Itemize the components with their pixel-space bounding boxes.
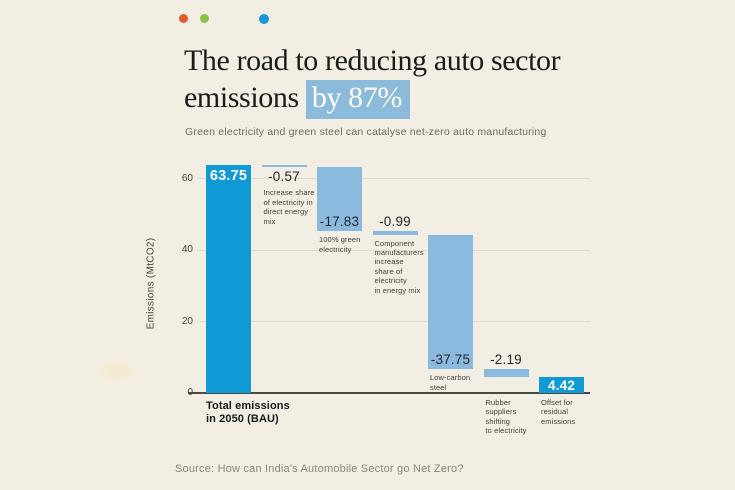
bar-0 bbox=[206, 165, 251, 393]
bar-label-line: Increase share bbox=[263, 188, 315, 198]
bar-label-line: Component bbox=[374, 238, 415, 248]
y-tick-label-40: 40 bbox=[181, 244, 193, 256]
bar-label-line: shifting bbox=[485, 416, 511, 426]
page-title: The road to reducing auto sector emissio… bbox=[184, 42, 664, 119]
orange-dot bbox=[179, 14, 188, 23]
bar-label-line: 100% green bbox=[319, 235, 361, 245]
value-label-1: -0.57 bbox=[268, 169, 300, 185]
bar-label-1: Increase share of electricity in direct en… bbox=[264, 188, 322, 226]
bar-label-line: Total emissions bbox=[206, 400, 290, 412]
bar-label-line: in 2050 (BAU) bbox=[206, 413, 279, 425]
bar-label-line: in energy mix bbox=[374, 285, 421, 295]
bar-label-line: direct energy bbox=[263, 207, 309, 217]
value-label-0: 63.75 bbox=[209, 168, 248, 185]
bar-1 bbox=[261, 165, 307, 168]
bar-label-line: Rubber bbox=[485, 398, 511, 407]
bar-label-line: Low-carbon bbox=[430, 373, 471, 383]
gridline-40 bbox=[197, 249, 590, 251]
chart-subtitle: Green electricity and green steel can ca… bbox=[185, 126, 547, 138]
bar-label-3: Component manufacturers increase share of el… bbox=[375, 239, 433, 295]
smudge-artifact bbox=[100, 362, 134, 380]
blue-dot bbox=[259, 14, 269, 24]
bar-label-line: mix bbox=[263, 216, 276, 226]
bar-2 bbox=[317, 167, 362, 232]
gridline-60 bbox=[197, 178, 590, 180]
bar-label-line: electricity bbox=[319, 244, 352, 254]
bar-label-line: manufacturers bbox=[374, 248, 424, 258]
bar-6 bbox=[539, 377, 584, 393]
bar-3 bbox=[372, 231, 418, 235]
bar-label-line: Offset for bbox=[541, 398, 573, 407]
page-title-line2: emissions by 87% bbox=[184, 79, 664, 119]
green-dot bbox=[200, 14, 209, 23]
bar-label-4: Low-carbon steel bbox=[430, 373, 488, 392]
value-label-5: -2.19 bbox=[490, 352, 522, 368]
value-label-2: -17.83 bbox=[319, 214, 360, 230]
bar-label-line: of electricity in bbox=[263, 197, 313, 207]
source-note: Source: How can India's Automobile Secto… bbox=[175, 463, 464, 475]
bar-label-line: emissions bbox=[541, 416, 576, 426]
bar-label-line: residual bbox=[541, 407, 569, 417]
bar-label-line: steel bbox=[430, 382, 447, 392]
bar-label-line: share of bbox=[374, 266, 403, 276]
bar-4 bbox=[428, 234, 473, 370]
bar-label-0: Total emissions in 2050 (BAU) bbox=[206, 400, 290, 426]
bar-label-line: increase bbox=[374, 257, 404, 267]
bar-label-line: to electricity bbox=[485, 426, 527, 436]
bar-label-5: Rubber suppliers shifting to electricity bbox=[486, 398, 544, 436]
zero-tick bbox=[188, 392, 197, 394]
value-label-6: 4.42 bbox=[547, 377, 576, 393]
page-title-line1: The road to reducing auto sector bbox=[184, 44, 561, 77]
gridline-20 bbox=[197, 321, 590, 323]
y-axis-title: Emissions (MtCO2) bbox=[145, 237, 157, 330]
bar-label-2: 100% green electricity bbox=[319, 235, 377, 254]
value-label-4: -37.75 bbox=[430, 352, 471, 368]
value-label-3: -0.99 bbox=[379, 214, 411, 230]
bar-label-line: suppliers bbox=[485, 407, 517, 417]
y-tick-label-60: 60 bbox=[181, 172, 193, 184]
x-axis-line bbox=[197, 392, 590, 394]
bar-label-6: Offset for residual emissions bbox=[541, 398, 599, 426]
bar-5 bbox=[483, 369, 529, 378]
bar-label-line: electricity bbox=[374, 276, 407, 286]
title-highlight: by 87% bbox=[305, 80, 410, 119]
y-tick-label-20: 20 bbox=[181, 315, 193, 327]
